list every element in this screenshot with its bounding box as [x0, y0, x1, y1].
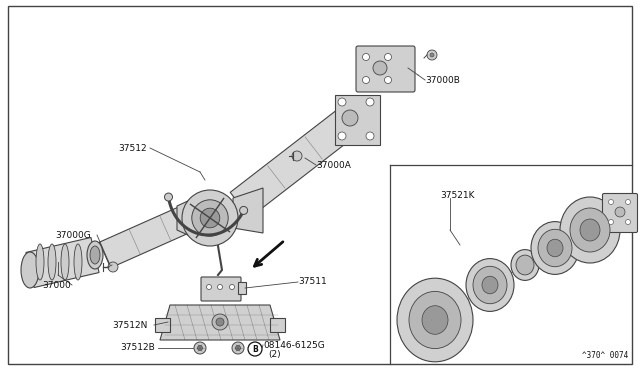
FancyBboxPatch shape [356, 46, 415, 92]
Circle shape [212, 314, 228, 330]
Ellipse shape [531, 222, 579, 275]
Bar [335, 95, 380, 145]
Circle shape [427, 50, 437, 60]
Ellipse shape [21, 252, 39, 288]
Circle shape [609, 219, 614, 224]
Text: ^370^ 0074: ^370^ 0074 [582, 351, 628, 360]
Circle shape [198, 346, 202, 350]
Ellipse shape [547, 239, 563, 257]
Text: 08146-6125G: 08146-6125G [263, 340, 324, 350]
Ellipse shape [538, 229, 572, 267]
Circle shape [194, 342, 206, 354]
Text: 37521K: 37521K [440, 190, 474, 199]
Polygon shape [99, 202, 201, 268]
Circle shape [625, 199, 630, 205]
Circle shape [236, 346, 241, 350]
Circle shape [216, 318, 224, 326]
Polygon shape [230, 108, 360, 218]
Ellipse shape [48, 244, 56, 280]
FancyBboxPatch shape [602, 193, 637, 232]
Circle shape [230, 285, 234, 289]
Circle shape [342, 110, 358, 126]
Text: B: B [252, 344, 258, 353]
Circle shape [615, 207, 625, 217]
Text: 37512B: 37512B [120, 343, 155, 353]
Circle shape [373, 61, 387, 75]
Ellipse shape [516, 255, 534, 275]
Ellipse shape [511, 250, 539, 280]
Text: 37000: 37000 [42, 280, 71, 289]
Polygon shape [160, 305, 280, 340]
Ellipse shape [466, 259, 514, 311]
Ellipse shape [397, 278, 473, 362]
Ellipse shape [580, 219, 600, 241]
Ellipse shape [473, 266, 507, 304]
Circle shape [292, 151, 302, 161]
Circle shape [362, 54, 369, 61]
Polygon shape [26, 237, 99, 288]
Circle shape [232, 342, 244, 354]
Circle shape [182, 190, 238, 246]
Ellipse shape [482, 276, 498, 294]
Bar [155, 318, 170, 332]
Bar [238, 282, 246, 294]
FancyBboxPatch shape [201, 277, 241, 301]
Text: 37512: 37512 [118, 144, 147, 153]
Circle shape [192, 200, 228, 236]
Ellipse shape [422, 306, 448, 334]
Text: 37000A: 37000A [316, 160, 351, 170]
Bar [270, 318, 285, 332]
Ellipse shape [409, 291, 461, 349]
Ellipse shape [90, 246, 100, 264]
Circle shape [248, 342, 262, 356]
Text: 37000B: 37000B [425, 76, 460, 84]
Circle shape [200, 208, 220, 228]
Ellipse shape [560, 197, 620, 263]
Ellipse shape [36, 244, 44, 280]
Circle shape [385, 77, 392, 83]
Circle shape [239, 206, 248, 214]
Text: 37512N: 37512N [112, 321, 147, 330]
Circle shape [366, 132, 374, 140]
Text: 37000G: 37000G [55, 231, 91, 240]
Polygon shape [177, 200, 190, 236]
Circle shape [362, 77, 369, 83]
Ellipse shape [74, 244, 82, 280]
Circle shape [338, 98, 346, 106]
Ellipse shape [61, 244, 69, 280]
Circle shape [609, 199, 614, 205]
Text: 37511: 37511 [298, 278, 327, 286]
Circle shape [430, 53, 434, 57]
Ellipse shape [87, 241, 103, 269]
Circle shape [366, 98, 374, 106]
Polygon shape [233, 188, 263, 233]
Text: (2): (2) [268, 350, 280, 359]
Circle shape [108, 262, 118, 272]
Circle shape [218, 285, 223, 289]
Circle shape [338, 132, 346, 140]
Circle shape [164, 193, 173, 201]
Circle shape [385, 54, 392, 61]
Circle shape [625, 219, 630, 224]
Circle shape [207, 285, 211, 289]
Ellipse shape [570, 208, 610, 252]
